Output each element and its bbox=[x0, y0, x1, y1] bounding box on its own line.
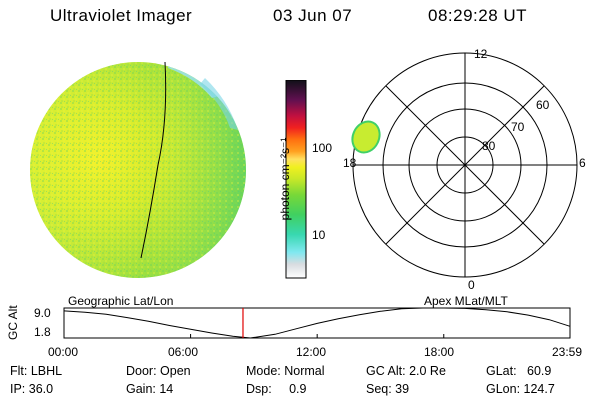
x-tick-0600: 06:00 bbox=[168, 345, 199, 359]
x-tick-0000: 00:00 bbox=[48, 345, 79, 359]
instrument-title: Ultraviolet Imager bbox=[50, 6, 193, 25]
colorbar-tick-10: 10 bbox=[312, 228, 326, 242]
terminator-line bbox=[140, 61, 167, 259]
geographic-title: Geographic Lat/Lon bbox=[68, 294, 174, 308]
info-gain: Gain: 14 bbox=[126, 382, 174, 396]
mlat-label-70: 70 bbox=[511, 120, 525, 134]
altitude-series-line bbox=[63, 307, 571, 339]
y-tick-1.8: 1.8 bbox=[34, 325, 51, 339]
info-dsp: Dsp: 0.9 bbox=[246, 382, 307, 396]
mlat-label-60: 60 bbox=[536, 98, 550, 112]
x-tick-1800: 18:00 bbox=[424, 345, 455, 359]
info-seq: Seq: 39 bbox=[366, 382, 410, 396]
mlt-label-12: 12 bbox=[474, 47, 488, 61]
altitude-timeline-chart bbox=[63, 307, 571, 339]
mlat-label-80: 80 bbox=[482, 139, 496, 153]
mlt-label-0: 0 bbox=[468, 278, 475, 292]
info-filter: Flt: LBHL bbox=[10, 364, 63, 378]
polar-mlat-mlt-plot bbox=[351, 52, 578, 278]
info-ip: IP: 36.0 bbox=[10, 382, 54, 396]
earth-disk-image bbox=[30, 62, 246, 278]
date-label: 03 Jun 07 bbox=[273, 6, 353, 25]
info-door: Door: Open bbox=[126, 364, 191, 378]
info-gc-alt: GC Alt: 2.0 Re bbox=[366, 364, 446, 378]
auroral-spot bbox=[351, 120, 381, 154]
y-axis-label: GC Alt bbox=[6, 305, 20, 340]
timeline-x-ticks bbox=[63, 334, 571, 338]
apex-title: Apex MLat/MLT bbox=[424, 294, 508, 308]
time-label: 08:29:28 UT bbox=[428, 6, 528, 25]
colorbar-tick-100: 100 bbox=[312, 141, 333, 155]
x-tick-1200: 12:00 bbox=[296, 345, 327, 359]
mlt-label-18: 18 bbox=[343, 156, 357, 170]
info-glat: GLat: 60.9 bbox=[486, 364, 552, 378]
x-tick-2359: 23:59 bbox=[552, 345, 583, 359]
mlt-label-6: 6 bbox=[579, 156, 586, 170]
info-mode: Mode: Normal bbox=[246, 364, 325, 378]
info-glon: GLon: 124.7 bbox=[486, 382, 555, 396]
polar-diagonal-2 bbox=[385, 85, 545, 245]
colorbar bbox=[285, 80, 307, 279]
y-tick-9.0: 9.0 bbox=[34, 306, 51, 320]
colorbar-unit-label: photon cm⁻²s⁻¹ bbox=[278, 137, 292, 221]
